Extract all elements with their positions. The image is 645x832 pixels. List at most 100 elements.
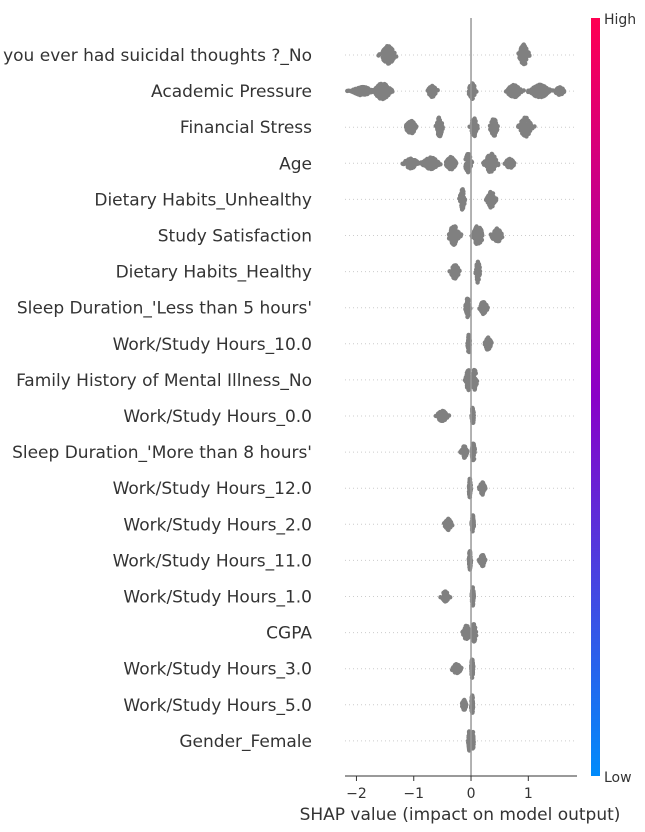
shap-point <box>522 53 528 59</box>
feature-label: Have you ever had suicidal thoughts ?_No <box>0 46 312 66</box>
feature-row-points <box>457 187 499 212</box>
shap-point <box>438 132 443 138</box>
shap-point <box>386 61 392 66</box>
shap-point <box>465 296 470 301</box>
shap-point <box>443 519 448 525</box>
feature-label: CGPA <box>266 624 312 644</box>
shap-points <box>345 42 567 753</box>
shap-point <box>379 88 385 94</box>
shap-point <box>447 517 452 523</box>
shap-point <box>532 124 537 129</box>
shap-point <box>488 126 493 132</box>
shap-point <box>481 554 486 559</box>
shap-point <box>465 633 470 638</box>
shap-point <box>373 85 379 91</box>
shap-point <box>531 85 536 91</box>
feature-row-points <box>345 81 567 102</box>
shap-point <box>524 48 529 53</box>
shap-point <box>450 227 455 232</box>
shap-point <box>412 122 417 127</box>
shap-point <box>407 164 413 169</box>
shap-point <box>462 377 468 383</box>
shap-point <box>407 120 413 125</box>
shap-point <box>463 157 468 162</box>
shap-point <box>443 523 448 529</box>
feature-label: Dietary Habits_Healthy <box>116 263 312 283</box>
shap-point <box>472 446 477 451</box>
shap-point <box>346 88 351 93</box>
shap-point <box>479 562 485 567</box>
feature-label: Work/Study Hours_11.0 <box>113 551 312 571</box>
feature-label: Age <box>279 154 312 174</box>
shap-point <box>520 129 526 134</box>
shap-point <box>464 636 469 641</box>
feature-label: Work/Study Hours_3.0 <box>123 660 312 680</box>
shap-point <box>455 669 460 674</box>
shap-point <box>438 595 443 600</box>
shap-point <box>452 232 457 237</box>
shap-point <box>379 84 384 90</box>
shap-point <box>428 93 434 98</box>
shap-point <box>555 86 561 91</box>
shap-point <box>497 229 502 234</box>
feature-row-points <box>376 42 532 67</box>
x-axis: −2 −1 0 1 <box>345 775 577 802</box>
feature-row-points <box>400 151 517 175</box>
shap-point <box>389 48 394 53</box>
shap-point <box>526 118 531 124</box>
shap-point <box>495 238 500 244</box>
shap-point <box>384 57 389 63</box>
shap-point <box>453 274 458 279</box>
shap-point <box>491 200 496 206</box>
shap-point <box>363 87 369 93</box>
feature-label: Work/Study Hours_0.0 <box>123 407 312 427</box>
feature-label: Study Satisfaction <box>158 227 312 247</box>
shap-point <box>522 123 528 129</box>
shap-point <box>533 93 539 99</box>
colorbar-high-label: High <box>604 12 636 28</box>
shap-point <box>466 153 471 158</box>
shap-point <box>442 414 448 419</box>
shap-point <box>472 89 477 95</box>
shap-point <box>544 90 550 95</box>
feature-row-points <box>447 259 483 285</box>
feature-label: Work/Study Hours_1.0 <box>123 588 312 608</box>
shap-point <box>450 237 455 242</box>
shap-point <box>474 235 480 240</box>
shap-point <box>436 162 441 168</box>
shap-point <box>465 383 470 389</box>
shap-point <box>461 191 466 196</box>
shap-point <box>463 704 468 709</box>
shap-point <box>464 374 469 379</box>
feature-row-points <box>463 296 490 320</box>
shap-point <box>451 271 456 276</box>
shap-point <box>556 92 561 97</box>
feature-row-points <box>466 549 488 572</box>
shap-point <box>486 167 491 173</box>
shap-point <box>534 88 540 93</box>
shap-point <box>426 161 431 166</box>
shap-point <box>431 159 436 164</box>
shap-point <box>518 124 524 129</box>
shap-point <box>392 50 397 56</box>
shap-point <box>493 234 499 240</box>
shap-point <box>464 629 470 634</box>
shap-point <box>478 486 484 492</box>
shap-point <box>354 88 360 93</box>
shap-point <box>447 521 453 526</box>
feature-label: Sleep Duration_'More than 8 hours' <box>12 443 312 463</box>
shap-point <box>446 526 451 531</box>
shap-point <box>480 482 485 488</box>
feature-label: Dietary Habits_Unhealthy <box>94 190 312 210</box>
shap-point <box>387 90 392 95</box>
shap-point <box>521 88 526 93</box>
shap-point <box>487 344 492 349</box>
shap-point <box>471 122 477 128</box>
shap-point <box>471 442 476 448</box>
shap-point <box>470 703 476 708</box>
shap-point <box>428 165 433 170</box>
shap-point <box>459 187 465 193</box>
shap-point <box>490 122 496 127</box>
shap-point <box>437 411 442 416</box>
